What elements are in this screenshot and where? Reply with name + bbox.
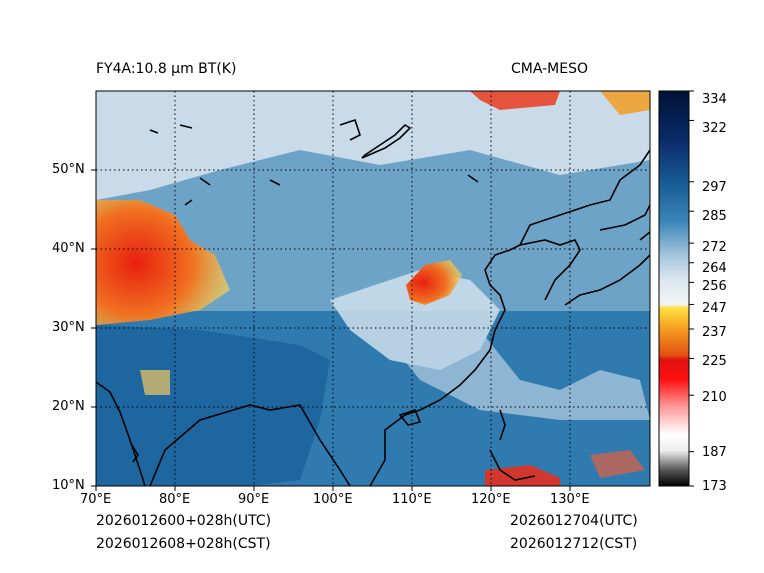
hainan — [398, 409, 422, 426]
sri-lanka — [131, 444, 139, 463]
colorbar-tick-322: 322 — [702, 121, 727, 136]
graticule — [96, 91, 650, 486]
warm-cloud-india — [140, 370, 170, 395]
colorbar-tick-256: 256 — [702, 279, 727, 294]
lat-label-40n: 40°N — [52, 241, 85, 256]
cst-forecast-time: 2026012608+028h(CST) — [96, 536, 271, 552]
warm-cloud-west — [96, 200, 230, 325]
warm-cloud-northeast — [600, 91, 650, 115]
colorbar-tick-173: 173 — [702, 479, 727, 494]
lon-label-130e: 130°E — [550, 492, 590, 507]
korea-coast — [519, 239, 581, 301]
sakhalin-coast — [599, 204, 650, 231]
colorbar-tick-225: 225 — [702, 354, 727, 369]
southern-ocean-tone — [96, 325, 330, 486]
lake-north — [339, 118, 361, 141]
warm-cloud-southeast — [590, 450, 645, 478]
colorbar-tick-334: 334 — [702, 92, 727, 107]
utc-valid-time: 2026012704(UTC) — [510, 513, 638, 529]
colorbar-ticks — [689, 90, 694, 487]
lat-label-50n: 50°N — [52, 162, 85, 177]
lat-label-20n: 20°N — [52, 399, 85, 414]
lon-label-110e: 110°E — [392, 492, 432, 507]
taiwan — [499, 409, 506, 441]
colorbar-tick-272: 272 — [702, 240, 727, 255]
philippines — [489, 449, 536, 481]
warm-cloud-central — [406, 260, 462, 305]
russia-far-east-coast — [519, 149, 650, 246]
southeast-cloud — [380, 330, 650, 420]
colorbar-tick-237: 237 — [702, 325, 727, 340]
colorbar-tick-247: 247 — [702, 301, 727, 316]
colorbar-tick-297: 297 — [702, 180, 727, 195]
lon-label-90e: 90°E — [238, 492, 270, 507]
lat-label-10n: 10°N — [52, 478, 85, 493]
lat-label-30n: 30°N — [52, 320, 85, 335]
model-name: CMA-MESO — [511, 61, 589, 77]
colorbar-tick-187: 187 — [702, 445, 727, 460]
japan-coast — [564, 254, 650, 306]
coastlines — [96, 118, 650, 486]
imagery-layer — [96, 91, 650, 486]
lon-label-120e: 120°E — [471, 492, 511, 507]
map-frame — [95, 90, 651, 487]
hokkaido-coast — [639, 231, 650, 241]
small-lakes — [149, 124, 479, 206]
warm-cloud-south — [485, 465, 560, 486]
axis-ticks — [91, 169, 571, 491]
colorbar-tick-285: 285 — [702, 209, 727, 224]
lake-baikal — [361, 123, 412, 159]
product-title: FY4A:10.8 μm BT(K) — [96, 61, 237, 77]
warm-cloud-north — [470, 91, 560, 110]
utc-forecast-time: 2026012600+028h(UTC) — [96, 513, 272, 529]
lon-label-100e: 100°E — [313, 492, 353, 507]
colorbar-tick-210: 210 — [702, 390, 727, 405]
lon-label-80e: 80°E — [159, 492, 191, 507]
colorbar-tick-264: 264 — [702, 261, 727, 276]
northern-cloud-band — [96, 91, 650, 200]
cst-valid-time: 2026012712(CST) — [510, 536, 638, 552]
colorbar — [658, 90, 690, 487]
china-coast — [369, 244, 521, 486]
lon-label-70e: 70°E — [80, 492, 112, 507]
india-west-coast — [96, 381, 146, 486]
